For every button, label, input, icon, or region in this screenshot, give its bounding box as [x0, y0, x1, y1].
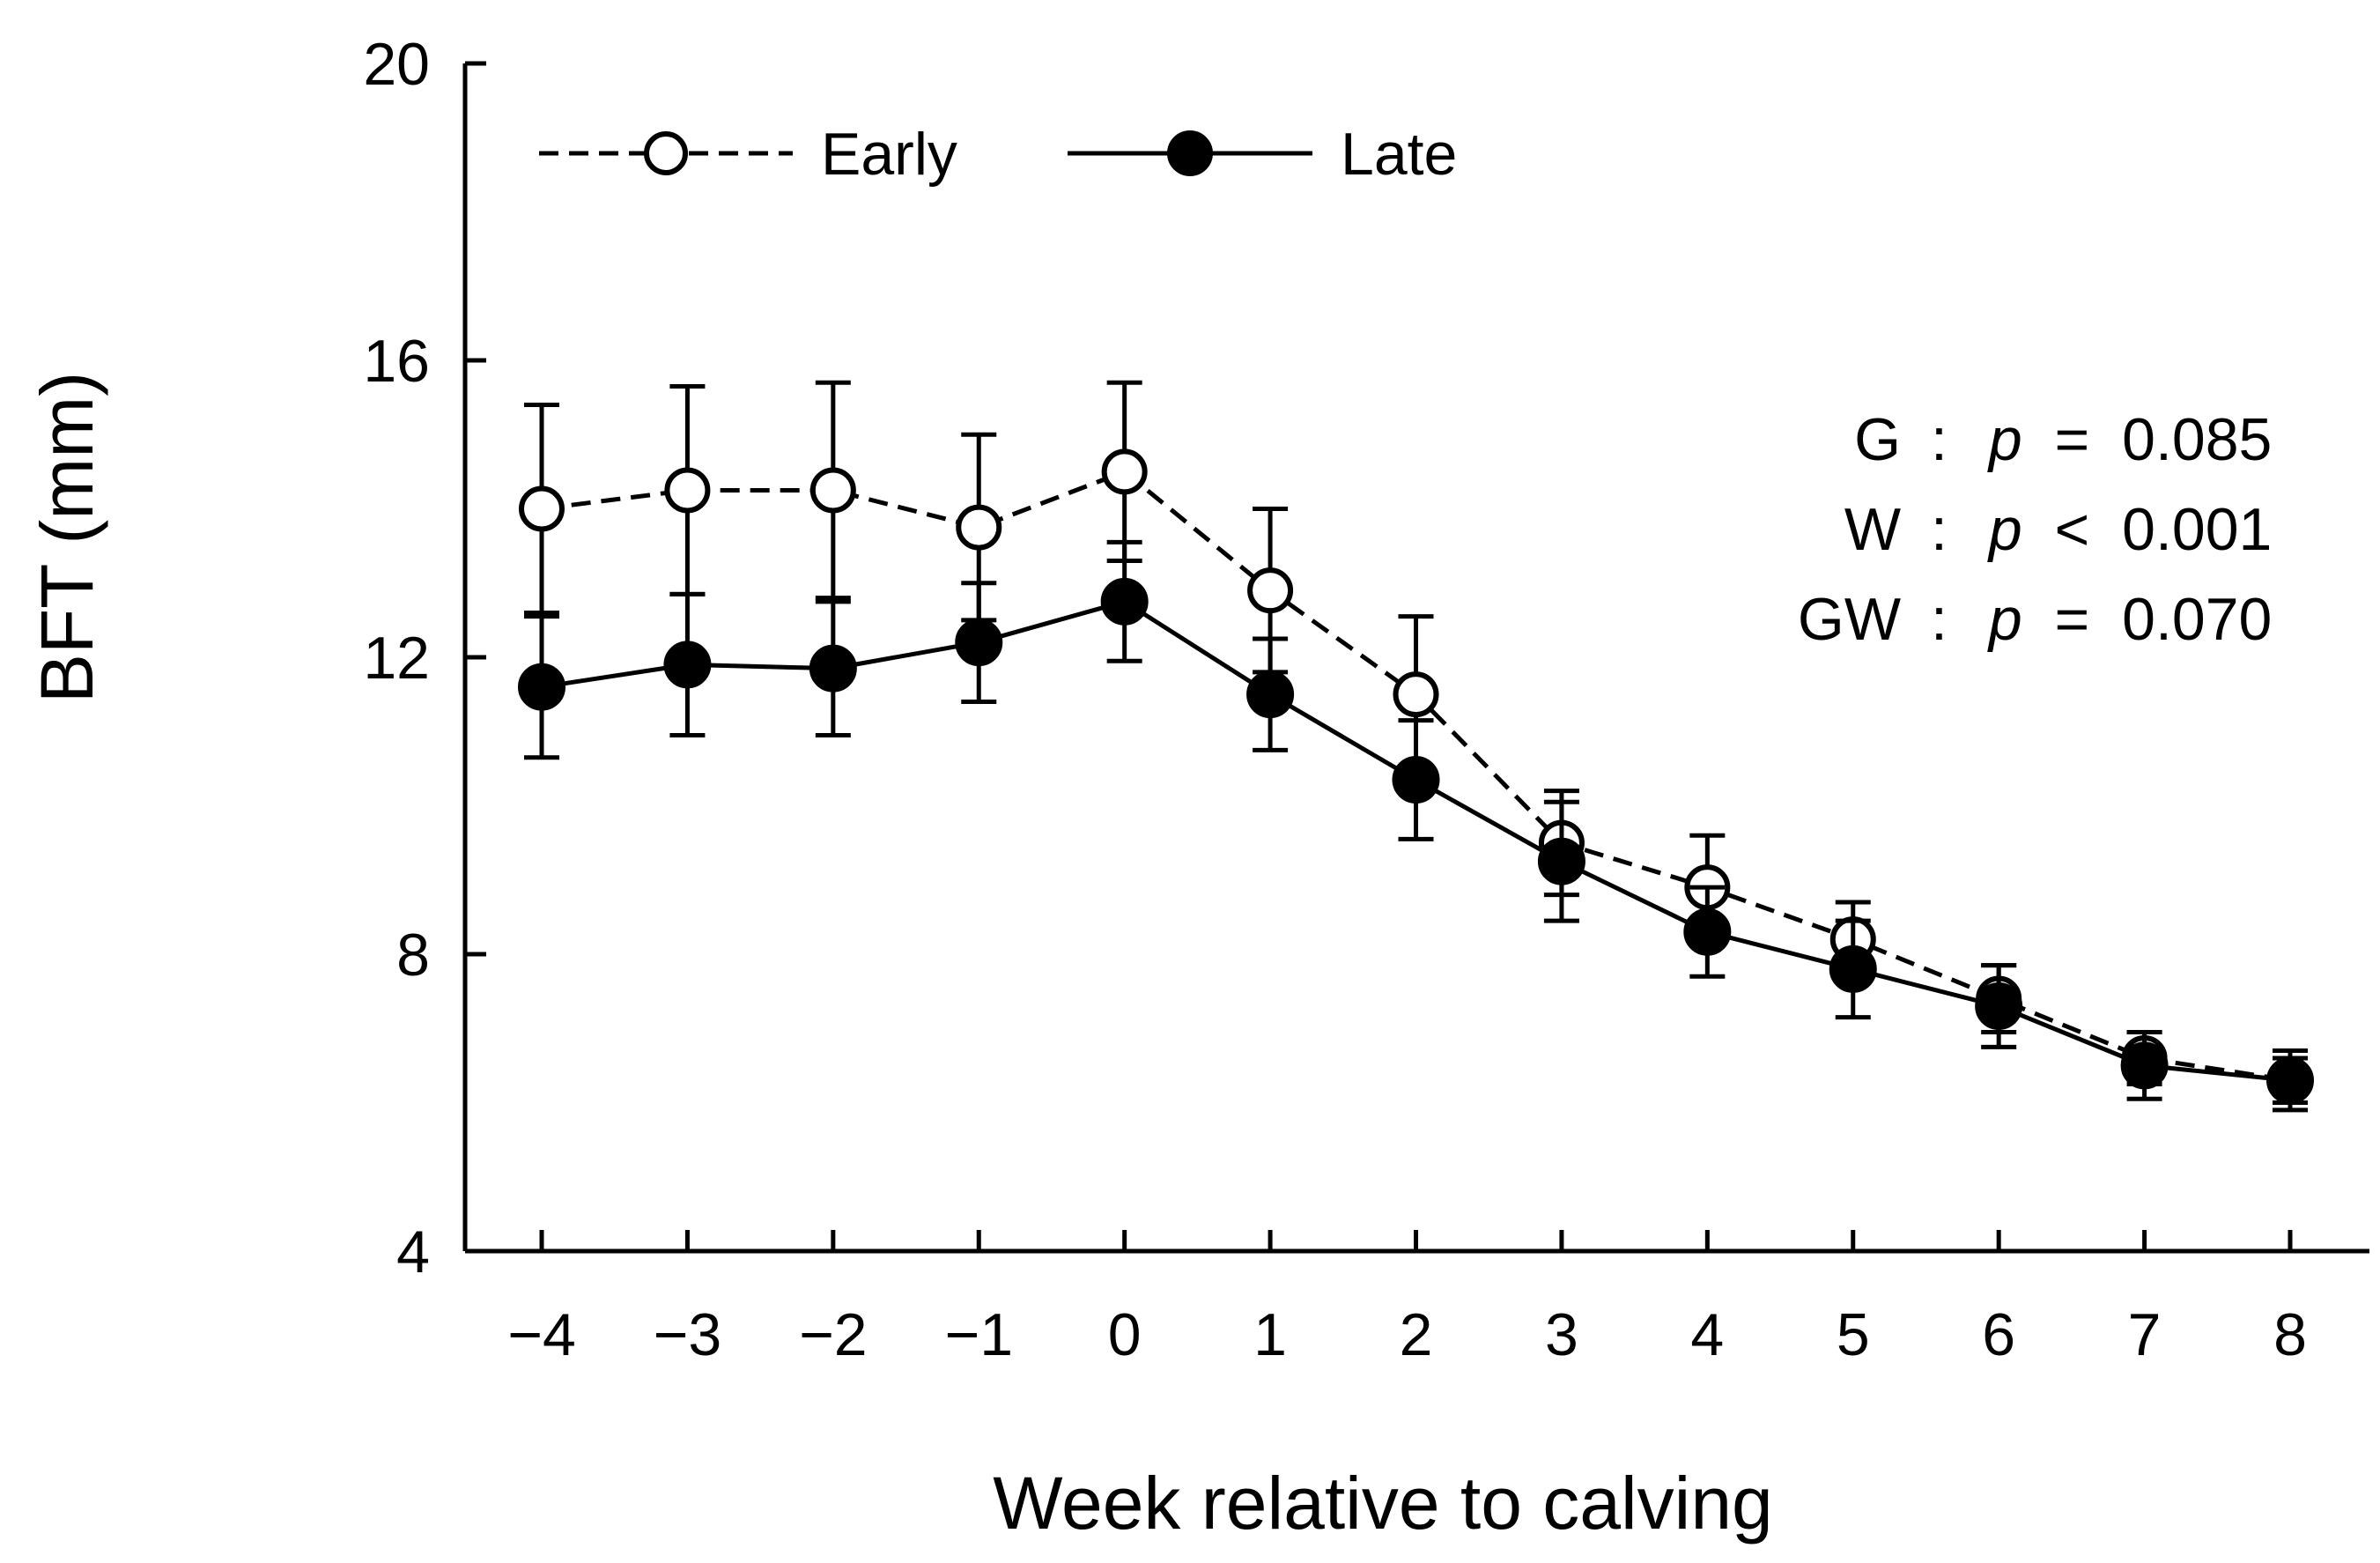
stat-line-w: W [1844, 496, 1901, 563]
x-tick-label-2: −2 [799, 1301, 868, 1368]
legend-late-label: Late [1341, 121, 1457, 188]
stat-gw-value: 0.070 [2122, 586, 2272, 653]
early-point-4 [1101, 448, 1148, 495]
x-tick-label-7: 3 [1545, 1301, 1578, 1368]
stat-g-value: 0.085 [2122, 406, 2272, 473]
legend-late-marker [1167, 130, 1213, 176]
stat-w-label: W [1844, 496, 1901, 563]
x-tick-label-11: 7 [2128, 1301, 2162, 1368]
stat-line-g: G [1854, 406, 1901, 473]
stat-w-p: p [1987, 496, 2022, 563]
x-tick-label-4: 0 [1108, 1301, 1142, 1368]
x-tick-label-6: 2 [1400, 1301, 1433, 1368]
late-point-3 [955, 619, 1003, 667]
x-tick-label-3: −1 [944, 1301, 1013, 1368]
stat-g-label: G [1854, 406, 1901, 473]
late-point-11 [2120, 1041, 2169, 1090]
y-tick-label-4: 4 [396, 1219, 430, 1285]
legend-early-label: Early [821, 121, 957, 188]
late-point-0 [518, 663, 565, 711]
late-point-7 [1537, 837, 1585, 885]
x-tick-label-1: −3 [654, 1301, 722, 1368]
stat-g-sep: : [1931, 406, 1948, 473]
x-axis-title: Week relative to calving [993, 1462, 1773, 1544]
stat-w-rest: : p < 0.001 [1931, 496, 2272, 563]
y-axis-title: BFT (mm) [26, 372, 108, 703]
stat-w-sep: : [1931, 496, 1948, 563]
y-tick-label-8: 8 [396, 922, 430, 989]
y-tick-label-16: 16 [363, 328, 430, 395]
late-point-8 [1683, 907, 1732, 956]
legend: Early Late [539, 121, 1457, 188]
stat-gw-rel: = [2055, 586, 2090, 653]
late-point-10 [1975, 982, 2023, 1030]
early-point-0 [519, 485, 565, 532]
x-tick-label-8: 4 [1690, 1301, 1724, 1368]
late-point-4 [1100, 577, 1149, 626]
series-layer [518, 380, 2314, 1113]
late-point-1 [663, 641, 712, 689]
stat-line-gw: GW [1798, 586, 1901, 653]
stat-g-p: p [1987, 406, 2022, 473]
stat-g-rest: : p = 0.085 [1931, 406, 2272, 473]
stat-gw-label: GW [1798, 586, 1901, 653]
y-tick-label-20: 20 [363, 31, 430, 98]
early-point-1 [664, 467, 711, 514]
stat-g-rel: = [2055, 406, 2090, 473]
x-tick-label-10: 6 [1982, 1301, 2015, 1368]
late-point-2 [809, 644, 857, 693]
early-point-5 [1247, 567, 1294, 614]
stat-w-value: 0.001 [2122, 496, 2272, 563]
statistics-annotation: G : p = 0.085 W : p < 0.001 GW : p = 0.0… [1798, 406, 2272, 653]
late-point-12 [2266, 1056, 2314, 1105]
early-point-6 [1393, 671, 1439, 718]
late-point-6 [1392, 756, 1440, 804]
x-tick-label-0: −4 [507, 1301, 576, 1368]
stat-w-rel: < [2055, 496, 2090, 563]
x-tick-label-12: 8 [2273, 1301, 2307, 1368]
x-tick-label-9: 5 [1837, 1301, 1870, 1368]
y-tick-label-12: 12 [363, 625, 430, 692]
x-tick-label-5: 1 [1253, 1301, 1287, 1368]
series-late [518, 539, 2314, 1113]
stat-gw-p: p [1987, 586, 2022, 653]
stat-gw-rest: : p = 0.070 [1931, 586, 2272, 653]
early-point-3 [956, 504, 1002, 551]
legend-early-marker [644, 131, 688, 175]
stat-gw-sep: : [1931, 586, 1948, 653]
y-ticks: 4 8 12 16 20 [363, 31, 486, 1285]
early-point-2 [809, 467, 856, 514]
x-ticks: −4 −3 −2 −1 0 1 2 3 4 5 6 7 8 [507, 1230, 2307, 1368]
late-point-5 [1246, 670, 1295, 719]
late-point-9 [1829, 944, 1877, 993]
